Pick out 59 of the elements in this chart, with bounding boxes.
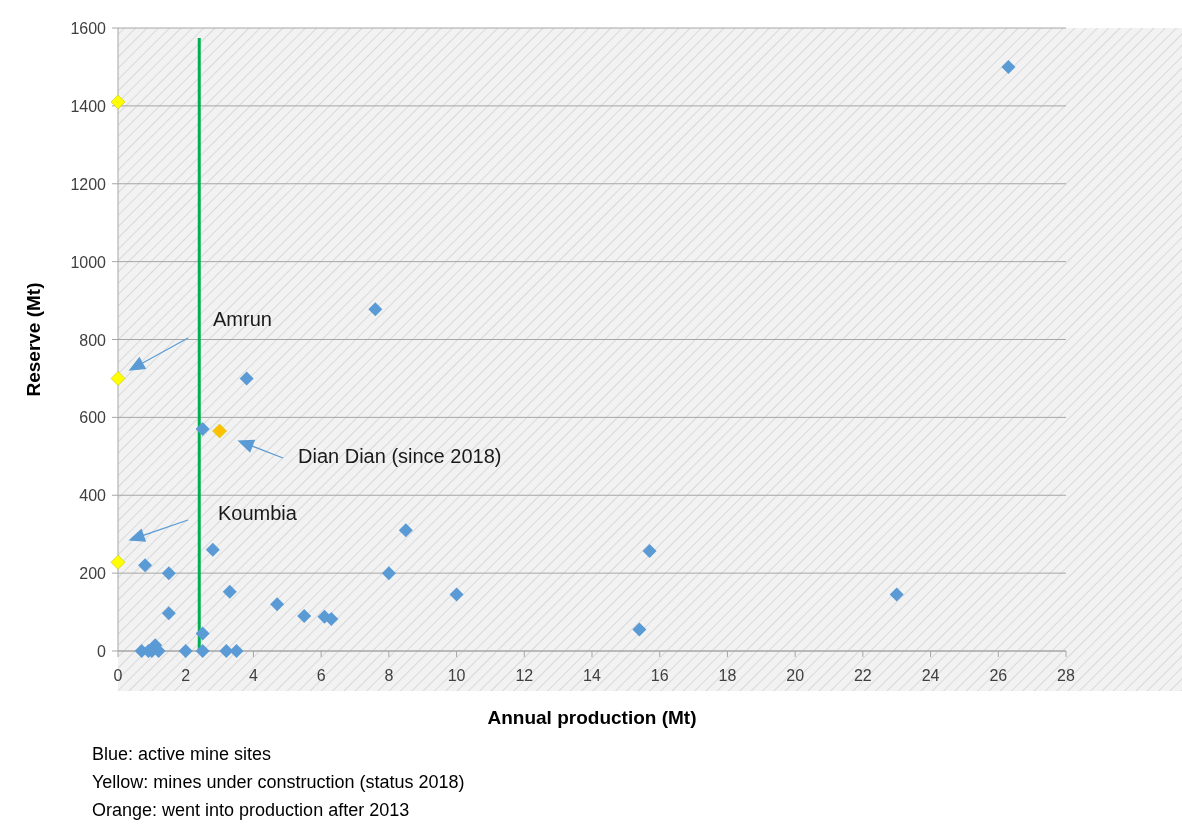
x-axis-title: Annual production (Mt) [487,707,697,728]
point [219,644,234,658]
annotation: Dian Dian (since 2018) [298,445,502,467]
point [270,597,285,612]
x-tick-label: 6 [316,667,326,684]
point [381,566,396,581]
x-tick-label: 8 [384,667,394,684]
point [297,608,312,623]
point [178,644,193,658]
x-tick-label: 24 [921,667,940,684]
point [642,543,657,558]
x-tick-label: 18 [718,667,737,684]
point [222,584,237,599]
point [239,371,254,386]
text: Orange: went into production after 2013 [92,800,410,820]
point [632,622,647,637]
y-tick-label: 200 [79,565,107,583]
y-tick-label: 1400 [70,97,107,115]
point [229,644,244,658]
point [1001,59,1016,74]
point [161,566,176,581]
x-tick-label: 2 [181,667,191,684]
point [205,542,220,557]
y-tick-label: 600 [79,409,107,427]
annotation: Amrun [213,308,272,330]
point [195,422,210,437]
text: Yellow: mines under construction (status 2018) [92,772,465,792]
x-tick-label: 28 [1057,667,1075,684]
x-tick-label: 0 [113,667,123,684]
x-tick-label: 16 [650,667,669,684]
point [212,423,227,439]
point [398,523,413,538]
point [110,554,126,570]
x-tick-label: 14 [583,667,601,684]
y-tick-label: 0 [97,643,107,660]
text: Blue: active mine sites [92,744,272,764]
y-tick-label: 1200 [70,175,107,193]
point [449,587,464,602]
x-tick-label: 12 [515,667,534,684]
point [195,644,210,658]
x-tick-label: 26 [989,667,1008,684]
point [110,371,126,386]
point [368,302,383,317]
annotation: Koumbia [218,502,298,524]
y-axis-title: Reserve (Mt) [23,282,44,397]
point [138,558,153,573]
x-tick-label: 20 [786,667,805,684]
x-tick-label: 10 [447,667,466,684]
point [161,606,176,621]
point [195,626,210,641]
y-tick-label: 800 [79,331,107,349]
point [324,612,339,627]
y-tick-label: 400 [79,487,107,505]
point [889,587,904,602]
x-tick-label: 4 [248,667,258,684]
y-tick-label: 1600 [70,20,107,37]
point [110,94,126,110]
x-tick-label: 22 [853,667,872,684]
y-tick-label: 1000 [70,253,107,271]
